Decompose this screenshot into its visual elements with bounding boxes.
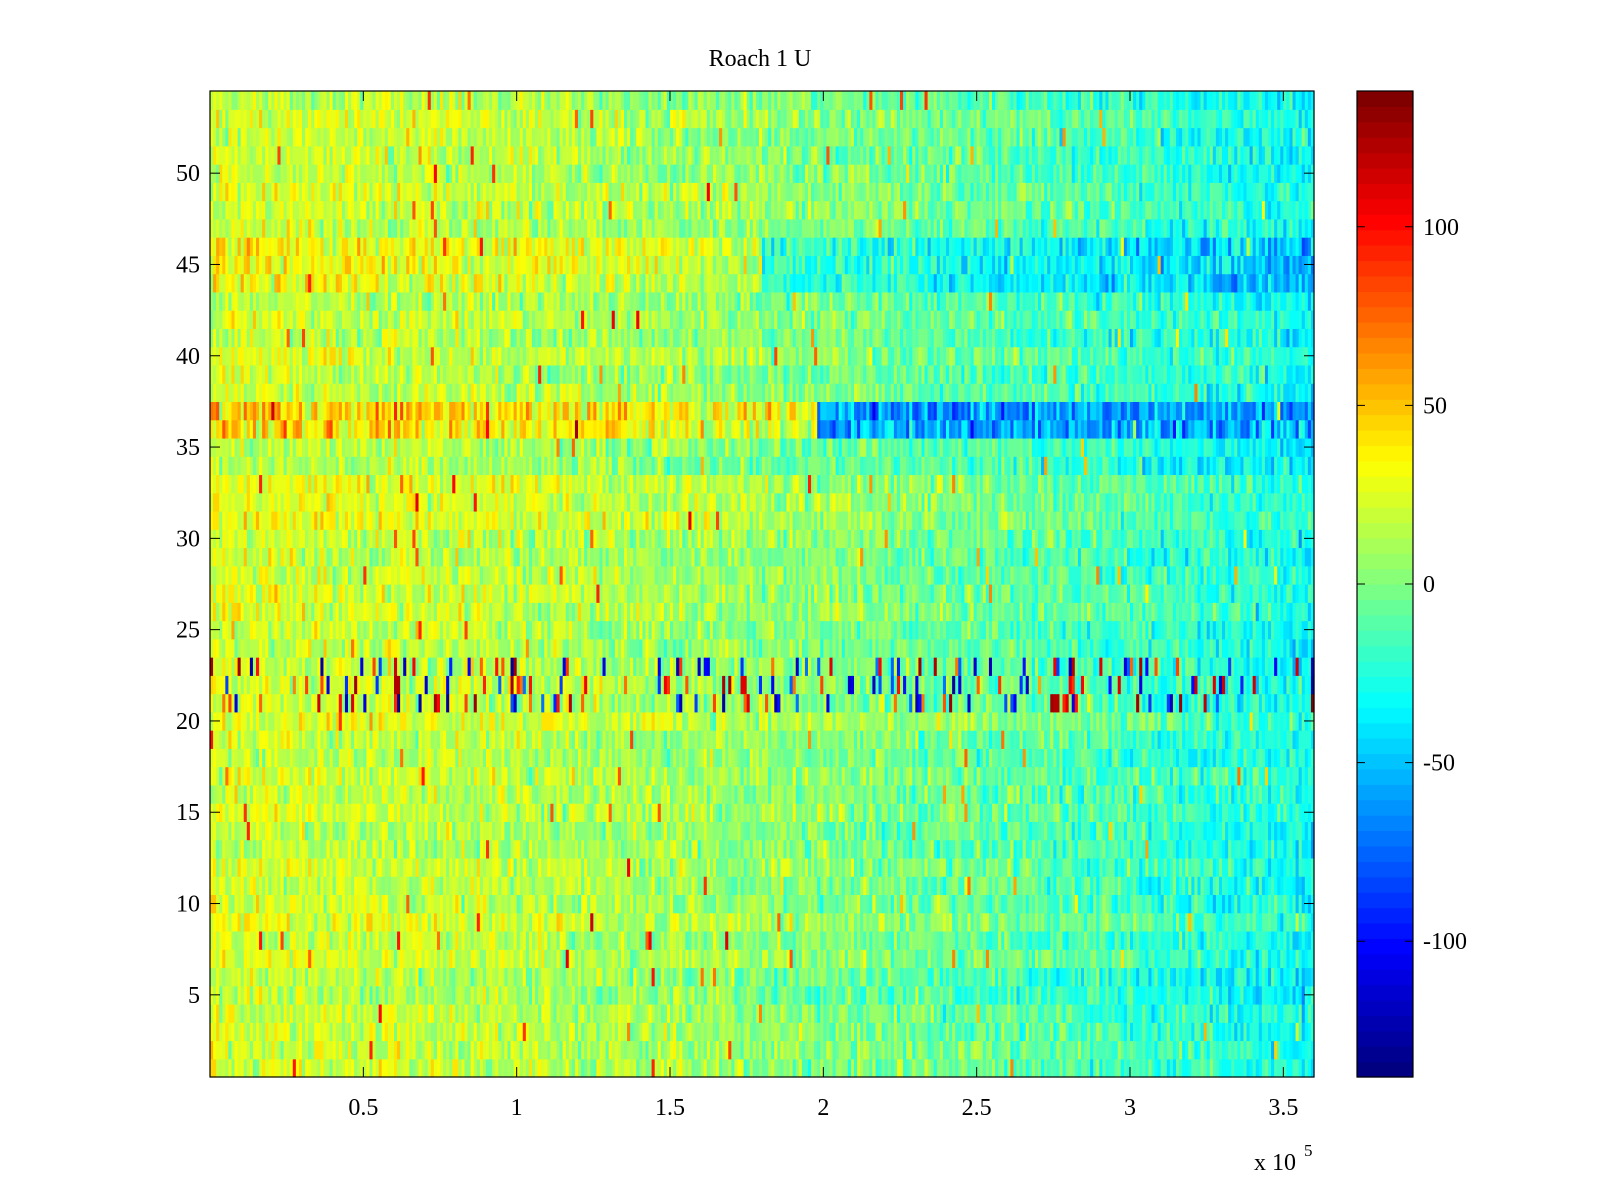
heatmap-row (210, 1022, 1315, 1041)
heatmap-row (210, 913, 1315, 932)
heatmap-row (210, 986, 1315, 1005)
heatmap-row (210, 949, 1315, 968)
heatmap-row (210, 1040, 1315, 1059)
heatmap-row (210, 967, 1315, 986)
heatmap-row (210, 1059, 1315, 1078)
heatmap-row (210, 821, 1315, 840)
heatmap-row (210, 858, 1315, 877)
heatmap (210, 91, 1315, 1078)
heatmap-row (210, 876, 1315, 895)
heatmap-row (210, 931, 1315, 950)
heatmap-row (210, 1004, 1315, 1023)
figure: Roach 1 U 0.5 1 1.5 2 2.5 3 3.5 51015202530354… (0, 0, 1600, 1200)
heatmap-row (210, 840, 1315, 859)
chart-title: Roach 1 U (709, 46, 812, 72)
heatmap-row (210, 894, 1315, 913)
